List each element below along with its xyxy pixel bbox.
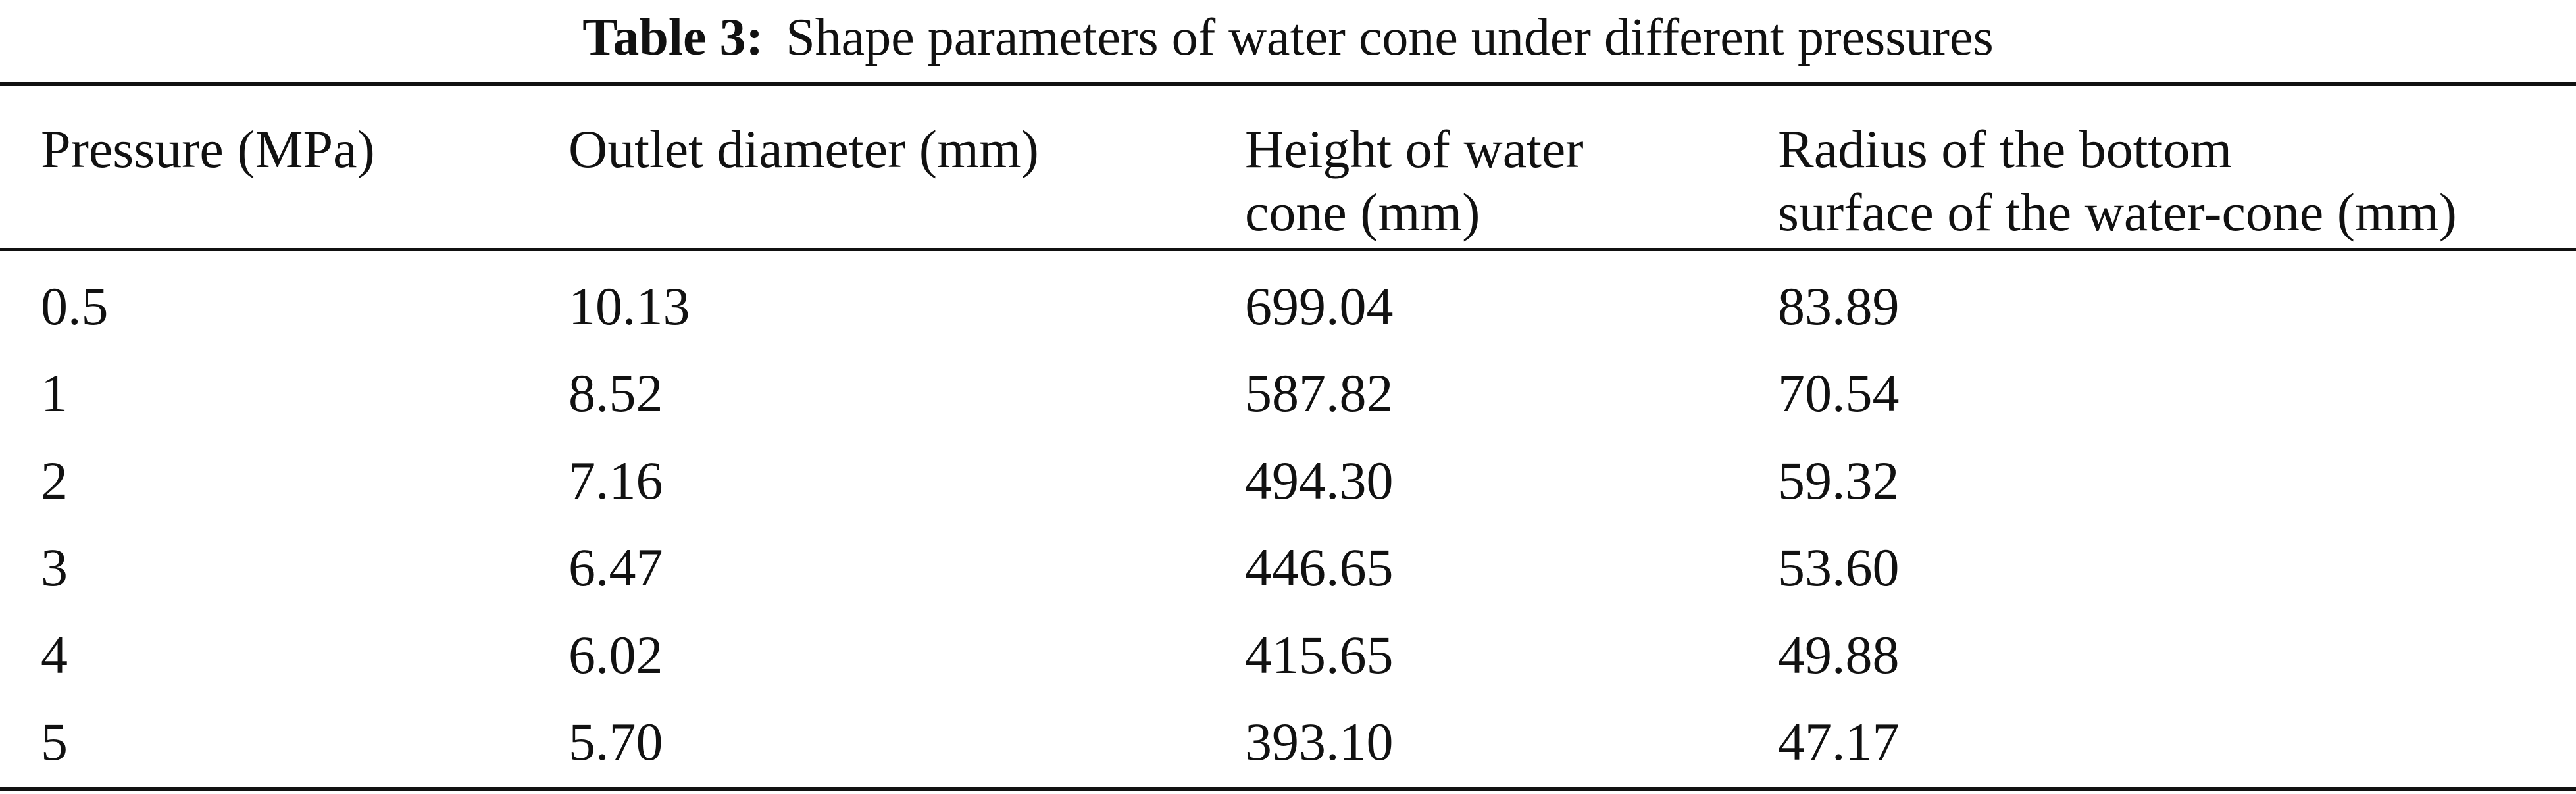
cell-pressure: 3: [41, 537, 68, 597]
cell-radius: 47.17: [1778, 712, 1900, 772]
cell-pressure: 5: [41, 712, 68, 772]
table-caption-text: Shape parameters of water cone under dif…: [786, 9, 1994, 66]
cell-outlet-diameter: 6.02: [568, 625, 663, 685]
cell-height: 446.65: [1245, 537, 1394, 597]
cell-height: 415.65: [1245, 625, 1394, 685]
cell-height: 494.30: [1245, 451, 1394, 510]
cell-radius: 83.89: [1778, 276, 1900, 336]
cell-radius: 59.32: [1778, 451, 1900, 510]
cell-outlet-diameter: 10.13: [568, 276, 690, 336]
cell-height: 699.04: [1245, 276, 1394, 336]
header-pressure: Pressure (MPa): [41, 119, 375, 179]
header-height-line1: Height of water: [1245, 119, 1584, 179]
cell-pressure: 0.5: [41, 276, 109, 336]
header-radius-line1: Radius of the bottom: [1778, 119, 2233, 179]
cell-outlet-diameter: 8.52: [568, 363, 663, 423]
cell-height: 587.82: [1245, 363, 1394, 423]
header-outlet-diameter: Outlet diameter (mm): [568, 119, 1039, 179]
table-caption-label: Table 3:: [582, 9, 764, 66]
cell-pressure: 2: [41, 451, 68, 510]
cell-outlet-diameter: 6.47: [568, 537, 663, 597]
table-top-rule: [0, 82, 2576, 86]
cell-radius: 49.88: [1778, 625, 1900, 685]
cell-pressure: 4: [41, 625, 68, 685]
cell-pressure: 1: [41, 363, 68, 423]
cell-outlet-diameter: 7.16: [568, 451, 663, 510]
table-caption: Table 3: Shape parameters of water cone u…: [0, 0, 2576, 76]
cell-radius: 70.54: [1778, 363, 1900, 423]
header-radius-line2: surface of the water-cone (mm): [1778, 182, 2457, 242]
cell-radius: 53.60: [1778, 537, 1900, 597]
table-header-rule: [0, 248, 2576, 251]
table-bottom-rule: [0, 787, 2576, 791]
header-height-line2: cone (mm): [1245, 182, 1480, 242]
cell-outlet-diameter: 5.70: [568, 712, 663, 772]
cell-height: 393.10: [1245, 712, 1394, 772]
